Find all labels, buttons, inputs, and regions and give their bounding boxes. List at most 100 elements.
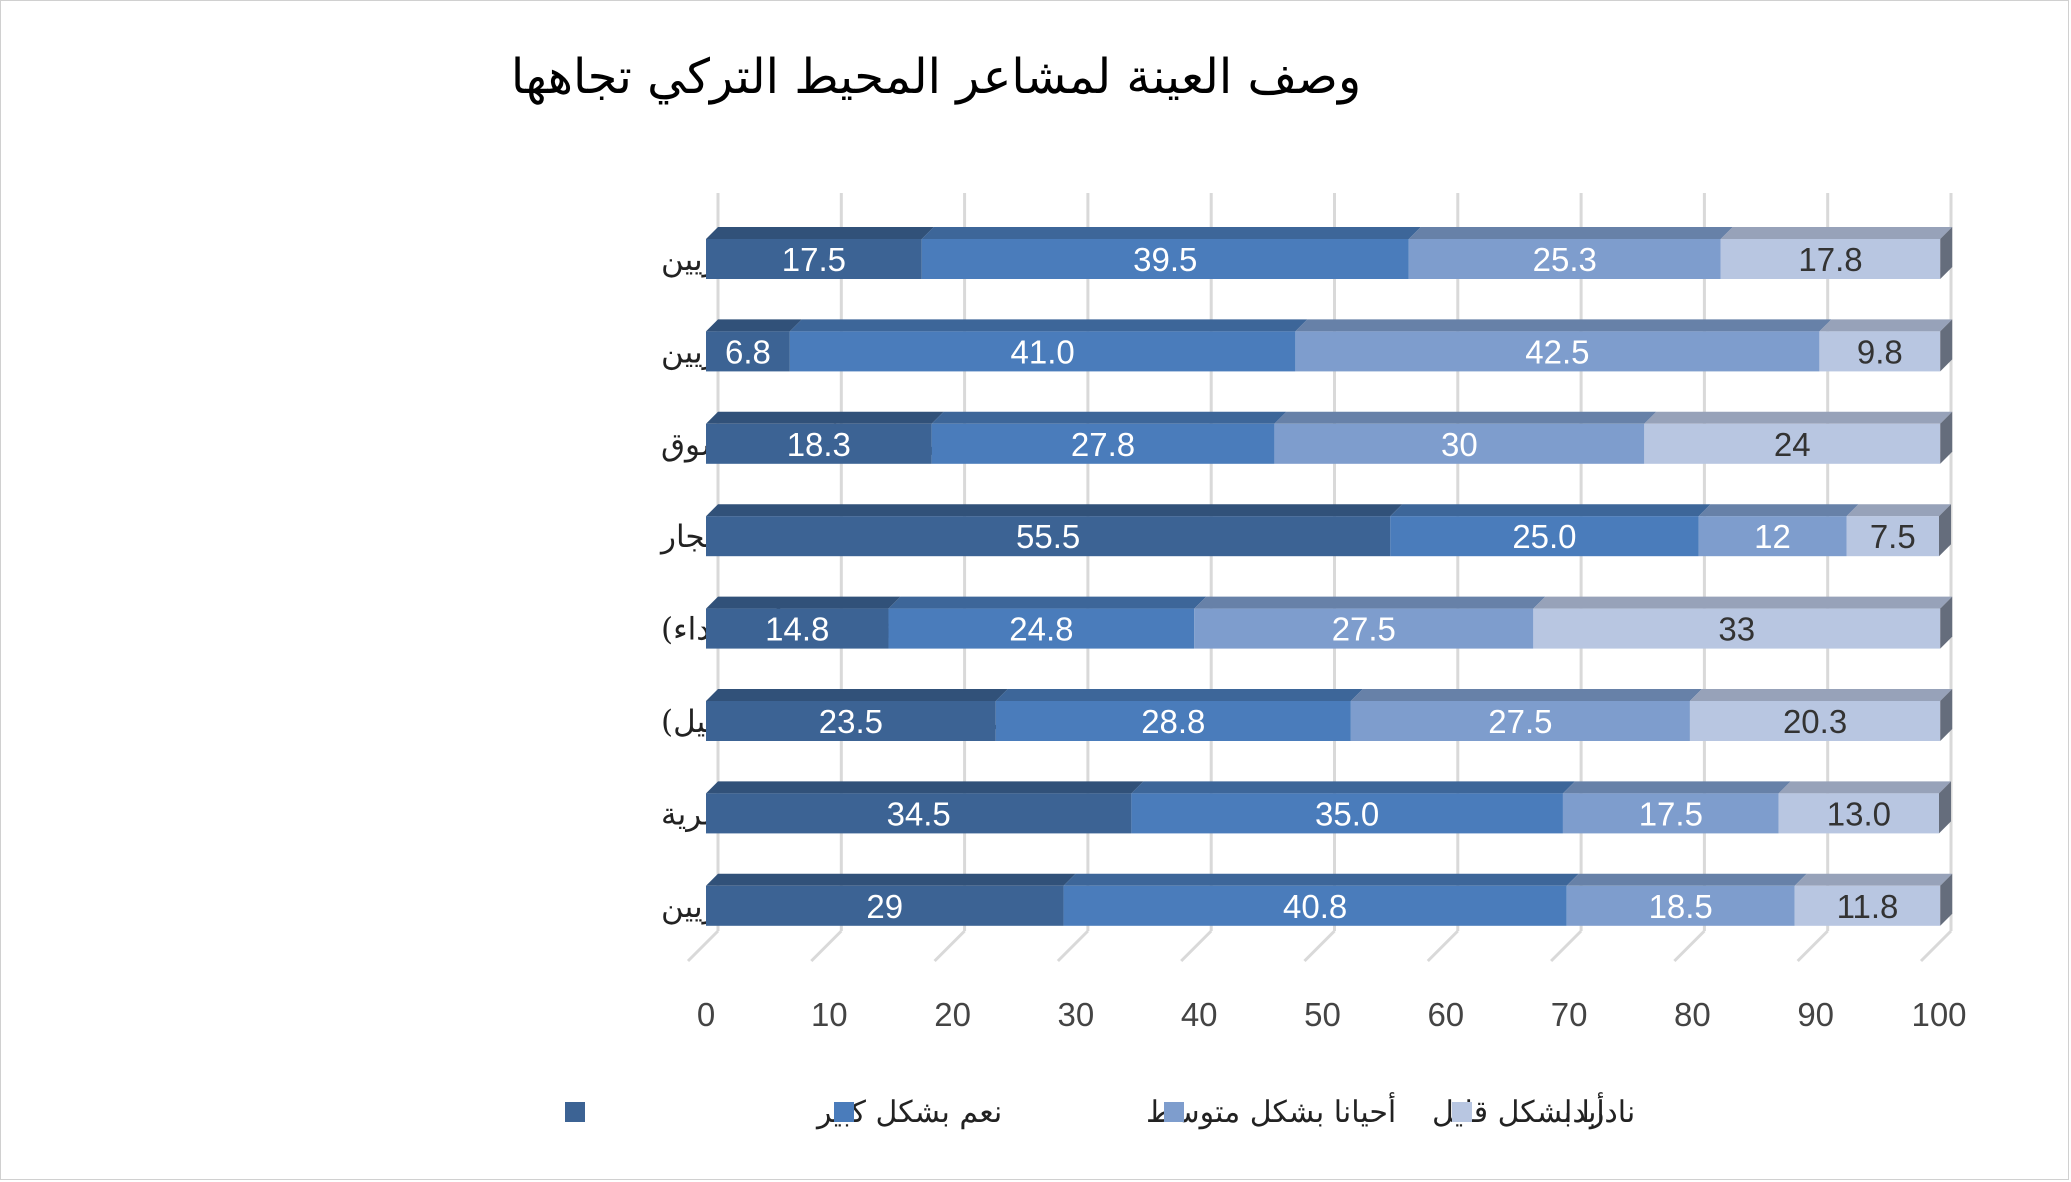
data-label: 42.5	[1525, 333, 1589, 370]
bar-segment	[1720, 239, 1941, 279]
bar-segment-top	[706, 227, 934, 239]
legend-label: أبدا	[1564, 1092, 1605, 1130]
legend: نعم بشكل كبير أحيانا بشكل متوسط نادرا بشكل…	[565, 1092, 1635, 1130]
bar-segment-top	[1819, 319, 1953, 332]
bar-segment	[1390, 516, 1699, 557]
bar-segment-top	[1698, 504, 1859, 517]
bar-segment	[1194, 608, 1534, 649]
data-label: 18.3	[787, 426, 851, 463]
data-label: 7.5	[1870, 518, 1916, 555]
gridlines	[686, 193, 1953, 963]
bar-segment	[888, 608, 1195, 649]
data-label: 25.0	[1512, 518, 1576, 555]
x-tick-label: 60	[1427, 996, 1464, 1033]
x-axis-ticks: 0 10 20 30 40 50 60 70 80 90 100	[697, 996, 1967, 1033]
gridline-floor	[1919, 929, 1953, 963]
data-label: 34.5	[887, 795, 951, 832]
bar-segment-top	[1566, 873, 1807, 886]
bar-segment	[1644, 423, 1941, 464]
bar-segment	[706, 239, 922, 279]
bar-segment	[1131, 793, 1563, 834]
bar-segment	[1063, 885, 1567, 926]
data-label: 12	[1754, 518, 1791, 555]
bar-segment	[921, 239, 1409, 279]
bar-segment	[1408, 239, 1721, 279]
bar-segment-top	[706, 319, 802, 332]
bar-side	[1940, 689, 1953, 741]
data-label: 24	[1774, 426, 1811, 463]
data-label: 20.3	[1783, 703, 1847, 740]
bar-segment-top	[1644, 411, 1953, 424]
bar-segment	[789, 331, 1296, 372]
bar-segment-top	[706, 689, 1008, 701]
data-label: 17.5	[1639, 795, 1703, 832]
bar-segment	[1778, 793, 1939, 834]
bar-segment	[1819, 331, 1941, 372]
legend-swatch	[834, 1102, 854, 1122]
legend-swatch	[1164, 1102, 1184, 1122]
bar-segment-top	[1131, 781, 1575, 794]
gridline-floor	[810, 929, 843, 963]
bar-segment	[1689, 701, 1941, 741]
bar-segment-top	[1846, 504, 1951, 517]
legend-swatch	[565, 1102, 585, 1122]
bar-segment	[706, 516, 1391, 557]
x-tick-label: 100	[1911, 996, 1966, 1033]
data-label: 33	[1718, 611, 1755, 648]
bar-segment	[1533, 608, 1941, 649]
bar-segment	[931, 423, 1275, 464]
data-label: 40.8	[1283, 888, 1347, 925]
bar-segment	[1566, 885, 1795, 926]
gridline-floor	[1056, 929, 1089, 963]
bar-segment-top	[1533, 596, 1953, 609]
legend-swatch	[1452, 1102, 1472, 1122]
data-label: 23.5	[819, 703, 883, 740]
bar-segment-top	[1063, 873, 1579, 886]
bar-segment	[706, 793, 1132, 834]
bar-segment-top	[706, 411, 944, 424]
bar-segment-top	[1794, 873, 1953, 886]
gridline-floor	[1426, 929, 1459, 963]
bar-segment-top	[1274, 411, 1657, 424]
x-tick-label: 30	[1058, 996, 1095, 1033]
bar-segment	[1846, 516, 1939, 557]
data-label: 14.8	[765, 611, 829, 648]
bar-segment	[706, 423, 932, 464]
bar-side	[1940, 873, 1953, 926]
bar-segment-top	[1295, 319, 1832, 332]
bar-segment	[995, 701, 1351, 741]
x-tick-label: 10	[811, 996, 848, 1033]
bar-side	[1940, 227, 1953, 279]
data-label: 17.5	[782, 241, 846, 278]
bar-segment	[1562, 793, 1779, 834]
data-label: 27.8	[1071, 426, 1135, 463]
bar-segment-top	[706, 873, 1076, 886]
gridline-floor	[933, 929, 966, 963]
data-label: 18.5	[1649, 888, 1713, 925]
data-label: 28.8	[1141, 703, 1205, 740]
bar-side	[1940, 411, 1953, 464]
data-label: 6.8	[725, 333, 771, 370]
bar-segment	[1794, 885, 1941, 926]
bar-segment-top	[1689, 689, 1953, 701]
chart-title: وصف العينة لمشاعر المحيط التركي تجاهها	[511, 49, 1361, 105]
bar-segment	[706, 331, 790, 372]
gridline-floor	[1796, 929, 1829, 963]
data-label: 27.5	[1488, 703, 1552, 740]
data-label: 17.8	[1798, 241, 1862, 278]
data-label: 24.8	[1009, 611, 1073, 648]
bar-segment-top	[706, 596, 901, 609]
gridline-floor	[1673, 929, 1706, 963]
bar-segment-top	[706, 504, 1403, 517]
gridline-floor	[1550, 929, 1583, 963]
bar-segment	[706, 701, 996, 741]
bar-segment-top	[888, 596, 1207, 609]
data-label: 39.5	[1133, 241, 1197, 278]
bar-segment-top	[789, 319, 1308, 332]
data-label: 55.5	[1016, 518, 1080, 555]
bar-side	[1939, 504, 1951, 557]
data-label: 27.5	[1332, 611, 1396, 648]
data-label: 41.0	[1010, 333, 1074, 370]
